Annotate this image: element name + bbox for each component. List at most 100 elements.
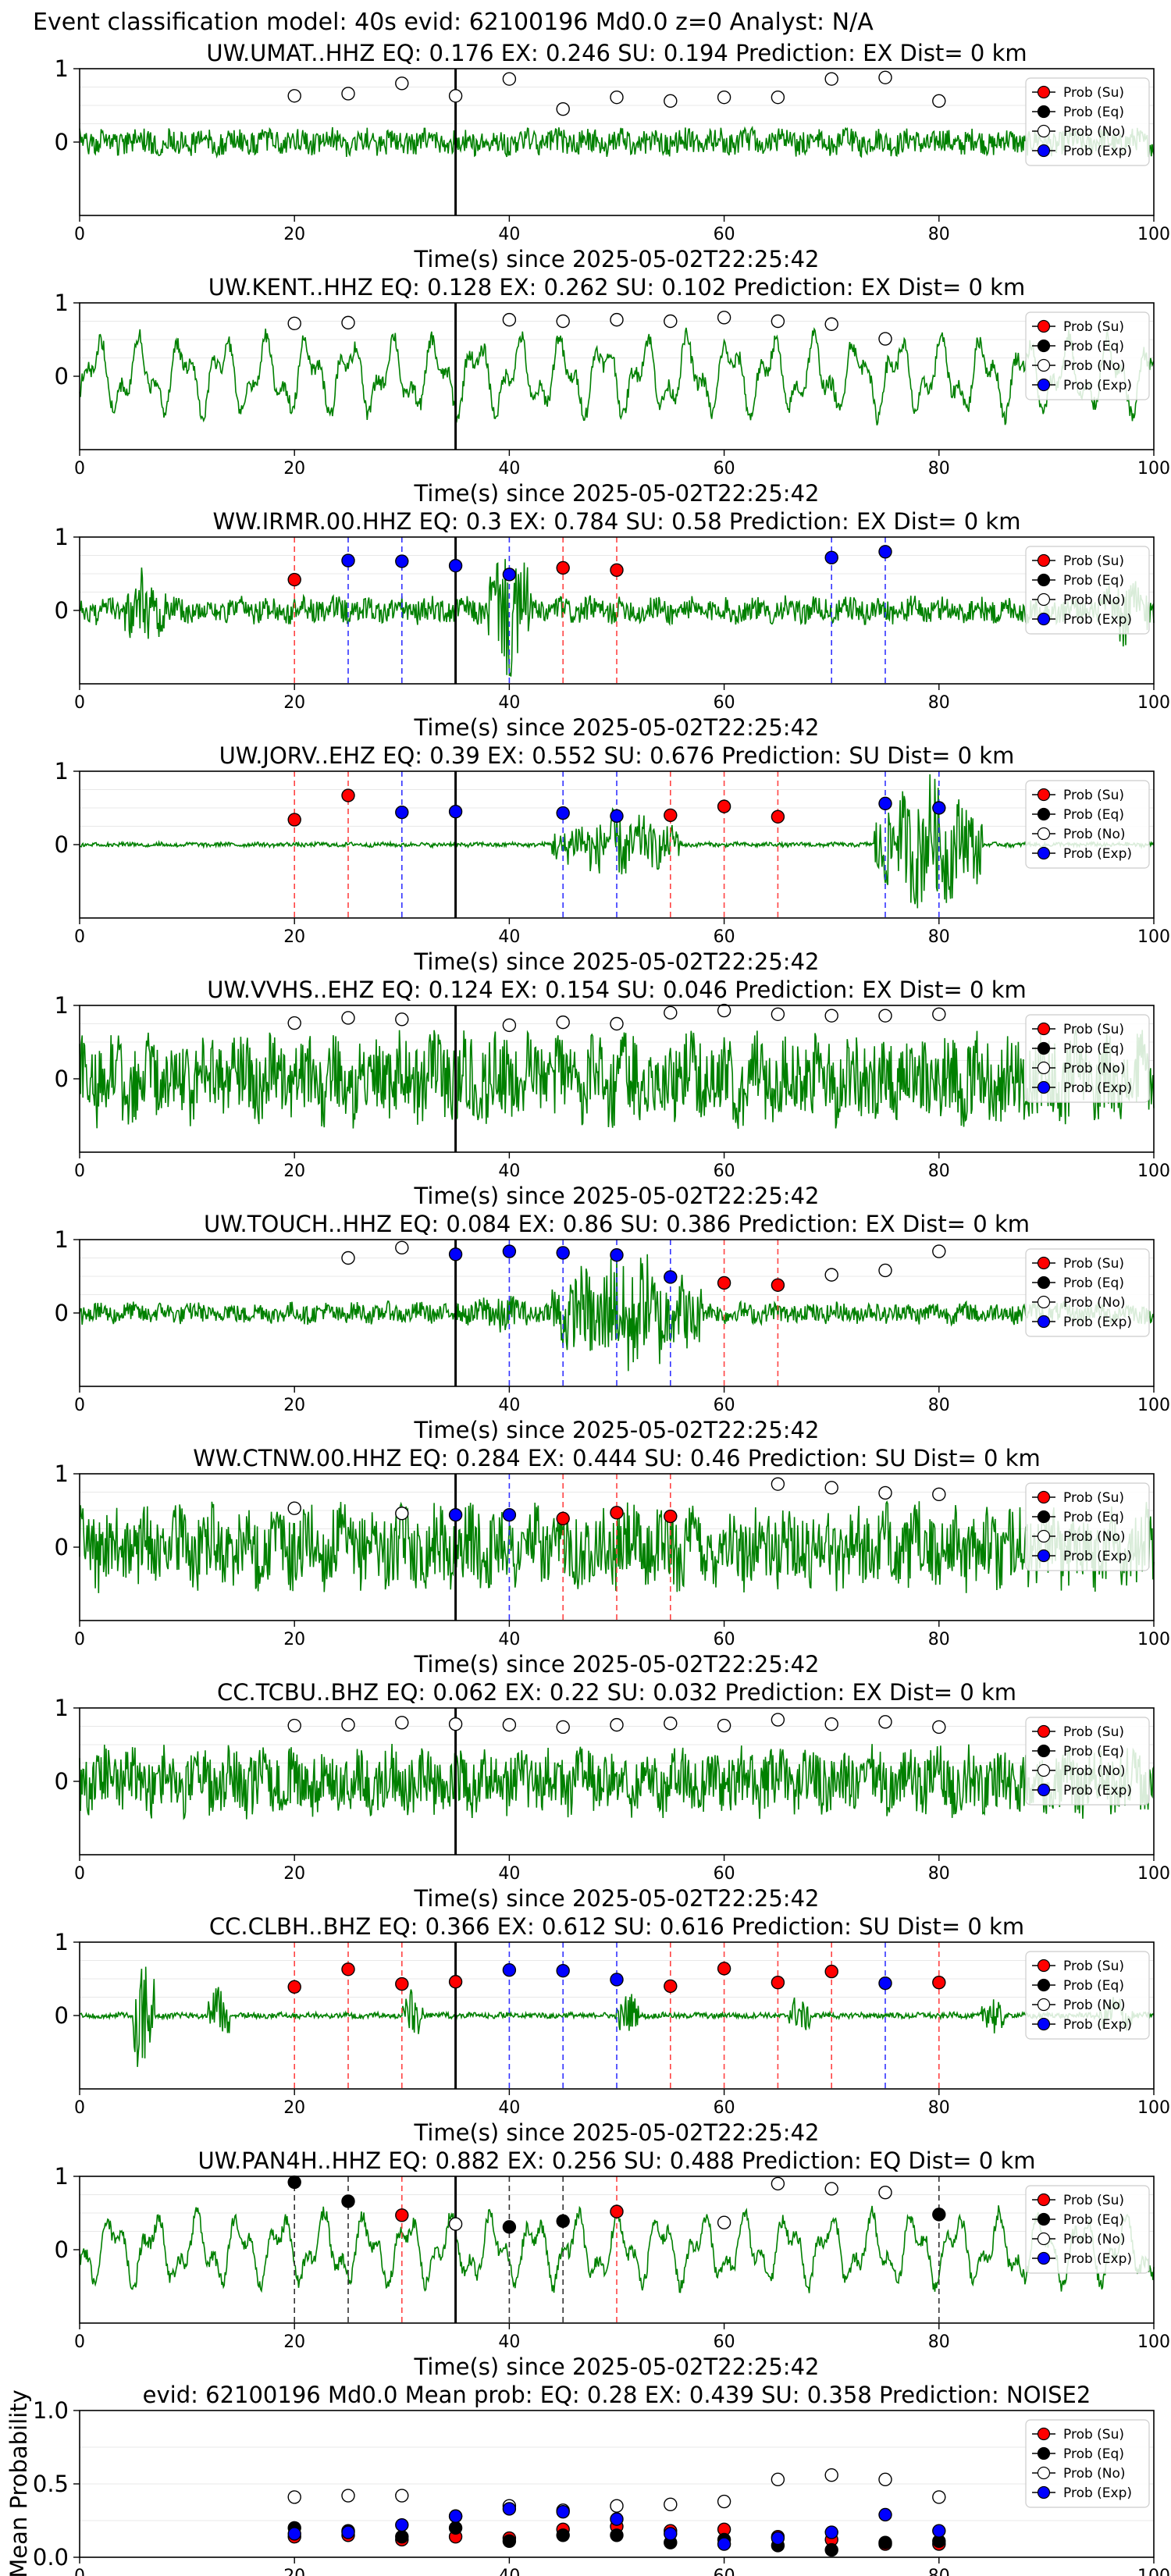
prob-point-no	[879, 71, 892, 84]
prob-point-exp	[879, 797, 892, 809]
prob-point-no	[771, 1713, 784, 1726]
legend-marker-eq	[1038, 809, 1050, 820]
legend-label-no: Prob (No)	[1063, 2232, 1126, 2247]
prob-point-su	[718, 1276, 731, 1289]
x-axis-label: Time(s) since 2025-05-02T22:25:42	[414, 246, 820, 272]
x-tick-label: 0	[74, 1630, 85, 1649]
prob-point-no	[771, 315, 784, 328]
legend-marker-eq	[1038, 1980, 1050, 1991]
x-tick-label: 0	[74, 459, 85, 479]
prob-point-exp	[503, 1509, 515, 1521]
prob-point-no	[342, 1719, 354, 1731]
y-tick-label: 0.0	[33, 2544, 69, 2571]
legend-marker-su	[1038, 1023, 1050, 1035]
prob-point-su	[771, 1976, 784, 1989]
prob-point-exp	[450, 560, 462, 572]
prob-point-no	[718, 2216, 731, 2229]
prob-point-no	[610, 1719, 623, 1731]
prob-point-su	[450, 1976, 462, 1988]
legend-marker-no	[1038, 2233, 1050, 2245]
prob-point-no	[610, 91, 623, 104]
legend-label-no: Prob (No)	[1063, 1998, 1126, 2013]
legend-label-eq: Prob (Eq)	[1063, 1978, 1124, 1994]
x-tick-label: 100	[1137, 459, 1170, 479]
chart-panel-0: UW.UMAT..HHZ EQ: 0.176 EX: 0.246 SU: 0.1…	[55, 40, 1170, 272]
prob-point-no	[396, 1507, 408, 1520]
prob-point-eq	[342, 2195, 354, 2208]
legend-label-no: Prob (No)	[1063, 827, 1126, 842]
prob-point-exp	[771, 2532, 784, 2545]
prob-point-exp	[557, 2506, 569, 2518]
prob-point-su	[610, 1507, 623, 1519]
page-title: Event classification model: 40s evid: 62…	[33, 9, 874, 36]
prob-point-exp	[450, 806, 462, 818]
legend-marker-su	[1038, 1258, 1050, 1269]
prob-point-exp	[610, 809, 623, 822]
chart-title: UW.VVHS..EHZ EQ: 0.124 EX: 0.154 SU: 0.0…	[207, 977, 1027, 1003]
x-tick-label: 100	[1137, 1630, 1170, 1649]
prob-point-no	[664, 1717, 677, 1730]
legend-marker-exp	[1038, 1550, 1050, 1562]
legend-marker-su	[1038, 2194, 1050, 2206]
prob-point-no	[610, 314, 623, 326]
legend-marker-exp	[1038, 614, 1050, 625]
chart-title: UW.UMAT..HHZ EQ: 0.176 EX: 0.246 SU: 0.1…	[206, 40, 1027, 66]
prob-point-exp	[503, 1245, 515, 1258]
x-tick-label: 80	[928, 927, 950, 947]
prob-point-no	[557, 1720, 569, 1733]
x-tick-label: 80	[928, 2567, 950, 2576]
chart-panel-2: WW.IRMR.00.HHZ EQ: 0.3 EX: 0.784 SU: 0.5…	[55, 508, 1170, 741]
prob-point-su	[664, 1510, 677, 1523]
legend-label-eq: Prob (Eq)	[1063, 2446, 1124, 2462]
prob-point-no	[288, 317, 301, 329]
x-tick-label: 60	[714, 1396, 735, 1415]
x-tick-label: 80	[928, 2332, 950, 2352]
legend-marker-eq	[1038, 1745, 1050, 1757]
prob-point-eq	[610, 2529, 623, 2542]
legend-label-exp: Prob (Exp)	[1063, 378, 1132, 393]
prob-point-exp	[450, 1248, 462, 1261]
prob-point-no	[879, 1486, 892, 1499]
legend-marker-no	[1038, 1765, 1050, 1777]
x-tick-label: 80	[928, 225, 950, 244]
x-axis-label: Time(s) since 2025-05-02T22:25:42	[414, 1417, 820, 1443]
prob-point-exp	[503, 2503, 515, 2515]
prob-point-no	[396, 2489, 408, 2502]
prob-point-no	[288, 1017, 301, 1030]
y-tick-label: 0	[55, 2236, 69, 2263]
prob-point-eq	[450, 2521, 462, 2534]
y-tick-label: 0	[55, 2002, 69, 2029]
y-tick-label: 0	[55, 831, 69, 858]
prob-point-exp	[288, 2528, 301, 2540]
legend-label-exp: Prob (Exp)	[1063, 1315, 1132, 1330]
x-tick-label: 0	[74, 2098, 85, 2118]
legend-marker-exp	[1038, 2019, 1050, 2030]
prob-point-su	[342, 1963, 354, 1976]
legend-marker-no	[1038, 1999, 1050, 2011]
chart-panel-8: CC.CLBH..BHZ EQ: 0.366 EX: 0.612 SU: 0.6…	[55, 1913, 1170, 2146]
prob-point-eq	[288, 2176, 301, 2189]
prob-point-exp	[342, 2526, 354, 2539]
x-tick-label: 60	[714, 693, 735, 713]
x-tick-label: 80	[928, 459, 950, 479]
prob-point-exp	[557, 807, 569, 820]
x-tick-label: 40	[498, 927, 520, 947]
legend-marker-no	[1038, 594, 1050, 606]
prob-point-no	[557, 103, 569, 116]
legend-label-eq: Prob (Eq)	[1063, 105, 1124, 120]
x-tick-label: 0	[74, 1396, 85, 1415]
legend-label-eq: Prob (Eq)	[1063, 1276, 1124, 1291]
x-tick-label: 100	[1137, 225, 1170, 244]
x-tick-label: 0	[74, 2332, 85, 2352]
prob-point-exp	[396, 555, 408, 568]
x-tick-label: 60	[714, 225, 735, 244]
prob-point-no	[450, 90, 462, 102]
legend-marker-su	[1038, 789, 1050, 801]
x-tick-label: 20	[283, 927, 305, 947]
prob-point-no	[288, 1720, 301, 1732]
prob-point-no	[718, 311, 731, 324]
prob-point-no	[396, 1241, 408, 1254]
prob-point-no	[879, 2186, 892, 2199]
legend-label-eq: Prob (Eq)	[1063, 1041, 1124, 1057]
waveform-line	[80, 1028, 1154, 1129]
